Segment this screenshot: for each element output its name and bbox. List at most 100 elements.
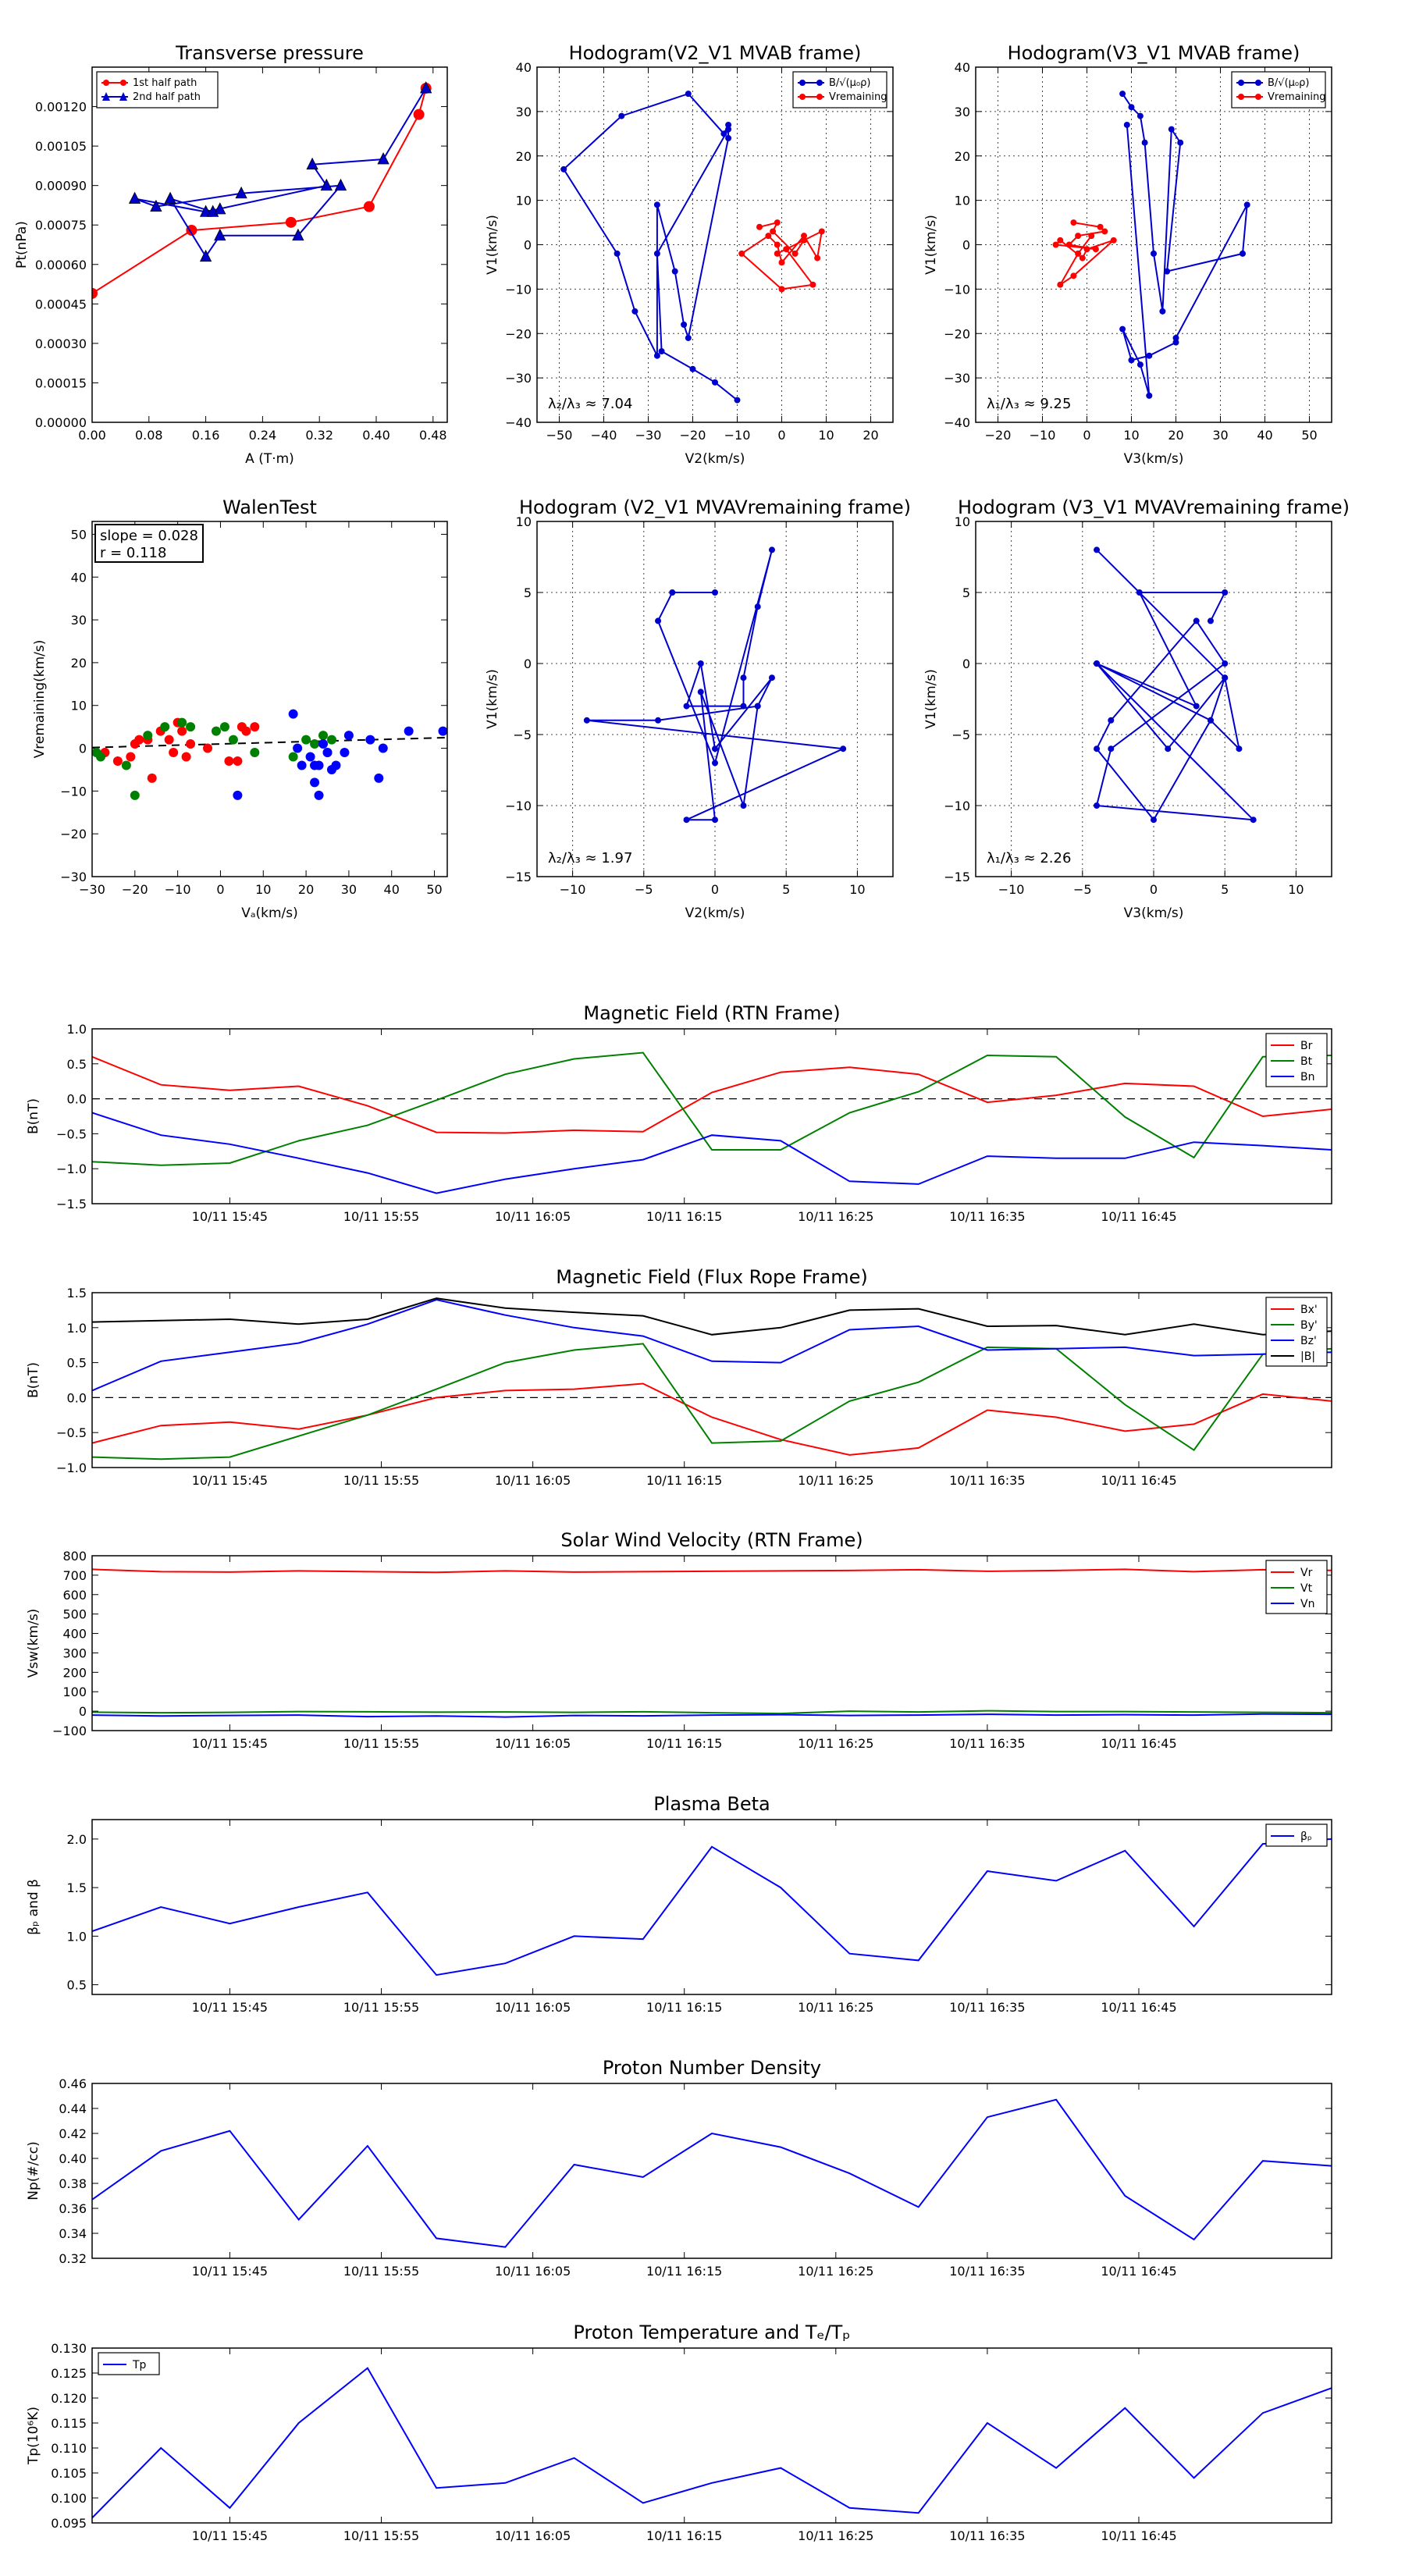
- bfield-xtick-label: 10/11 16:45: [1101, 1209, 1176, 1224]
- h2-point: [1075, 233, 1082, 240]
- h3-point: [683, 817, 690, 824]
- bfield-legend-label: Bn: [1300, 1071, 1314, 1083]
- h4-point: [1094, 546, 1101, 553]
- vsw-panel: −100 0 100 200 300 400 500 600 700 800 10/11 15:45…: [26, 1529, 1332, 1751]
- pt-point: [334, 178, 347, 191]
- pt-plot-frame: [91, 66, 448, 423]
- pt-legend-marker: [102, 92, 110, 101]
- bfield-ytick-label: −1.5: [56, 1197, 87, 1212]
- walen-panel: −30 −20 −10 0 10 20 30 40 50 −30 −20 −10 0 10 20 30 40 50…: [32, 496, 448, 921]
- h3-point: [712, 817, 718, 824]
- h2-point: [1083, 246, 1090, 253]
- h2-ytick-label: −20: [944, 326, 970, 341]
- bfield-ytick-label: −0.5: [56, 1126, 87, 1141]
- walen-point: [147, 773, 157, 783]
- bfield-xtick-label: 10/11 16:05: [495, 1209, 571, 1224]
- h4-ytick-label: 5: [962, 585, 970, 600]
- walen-point: [293, 743, 303, 753]
- pt-point: [92, 287, 98, 299]
- tp-plot-frame: [91, 2347, 1332, 2524]
- beta-xtick-label: 10/11 16:35: [949, 2000, 1025, 2015]
- walen-point: [404, 726, 414, 736]
- bfield-xtick-label: 10/11 16:25: [798, 1209, 873, 1224]
- walen-point: [233, 756, 243, 766]
- h2-point: [1070, 219, 1077, 226]
- h2-panel: −20 −10 0 10 20 30 40 50 −40 −30 −20 −10 0 10 20 30 40 Ho…: [923, 42, 1332, 467]
- h2-xtick-label: −20: [985, 428, 1012, 443]
- vsw-xtick-label: 10/11 16:45: [1101, 1736, 1176, 1751]
- h1-point: [801, 233, 807, 240]
- walen-point: [340, 748, 350, 758]
- bfield-panel: −1.5 −1.0 −0.5 0.0 0.5 1.0 10/11 15:45 10/11 15…: [26, 1002, 1332, 1224]
- pt-point: [214, 228, 226, 241]
- h4-ytick-label: 10: [955, 514, 970, 529]
- beta-ytick-label: 0.5: [67, 1978, 87, 1993]
- np-ytick-label: 0.32: [59, 2251, 87, 2266]
- h1-title: Hodogram(V2_V1 MVAB frame): [569, 42, 862, 64]
- vsw-xtick-label: 10/11 15:55: [343, 1736, 419, 1751]
- h3-point: [768, 674, 775, 681]
- walen-xtick-label: −30: [79, 882, 105, 897]
- tp-ylabel: Tp(10⁶K): [26, 2407, 41, 2465]
- h4-point: [1108, 745, 1115, 753]
- pt-ylabel: Pt(nPa): [14, 221, 30, 269]
- tp-legend-label: Tp: [132, 2359, 147, 2371]
- h2-ytick-label: 40: [955, 60, 970, 75]
- h3-point: [697, 660, 704, 667]
- h4-ytick-label: 0: [962, 656, 970, 671]
- vsw-xtick-label: 10/11 16:25: [798, 1736, 873, 1751]
- np-xtick-label: 10/11 15:55: [343, 2264, 419, 2279]
- h2-point: [1128, 357, 1135, 364]
- h4-xtick-label: −5: [1073, 882, 1092, 897]
- bfield-data-layer: [92, 1051, 1332, 1194]
- pt-point: [235, 186, 247, 199]
- h2-point: [1136, 361, 1144, 368]
- walen-point: [224, 756, 234, 766]
- h2-legend-marker: [1255, 80, 1261, 86]
- h1-point: [725, 126, 732, 133]
- h2-point: [1164, 268, 1171, 275]
- h4-point: [1193, 703, 1200, 710]
- h1-legend-label: B/√(μ₀ρ): [829, 77, 870, 89]
- h1-point: [814, 254, 821, 262]
- walen-ytick-label: −30: [60, 870, 87, 884]
- h3-point: [655, 617, 662, 624]
- tp-xtick-label: 10/11 16:25: [798, 2528, 873, 2543]
- walen-xtick-label: −10: [165, 882, 191, 897]
- vsw-data-layer: [92, 1568, 1332, 1718]
- h1-point: [681, 321, 688, 328]
- h2-point: [1123, 121, 1130, 128]
- walen-point: [301, 735, 311, 745]
- h4-plot-frame: [975, 521, 1332, 877]
- pt-ytick-label: 0.00015: [35, 375, 87, 390]
- h2-point: [1243, 201, 1250, 208]
- h2-ytick-label: 10: [955, 194, 970, 208]
- bflux-ylabel: B(nT): [26, 1362, 41, 1398]
- bfield-series-line: [92, 1055, 1332, 1134]
- h4-annotation: λ₁/λ₃ ≈ 2.26: [987, 850, 1071, 866]
- h2-point: [1141, 139, 1148, 146]
- h1-point: [653, 352, 660, 359]
- h4-point: [1250, 817, 1257, 824]
- vsw-xtick-label: 10/11 15:45: [192, 1736, 268, 1751]
- h2-point: [1119, 326, 1126, 333]
- walen-point: [438, 726, 447, 736]
- h2-point: [1240, 250, 1246, 257]
- pt-xtick-label: 0.08: [135, 428, 163, 443]
- walen-point: [177, 717, 187, 728]
- pt-ytick-label: 0.00075: [35, 218, 87, 233]
- h3-point: [583, 717, 590, 724]
- h2-point: [1079, 254, 1086, 262]
- h3-point: [754, 703, 761, 710]
- beta-series-line: [92, 1838, 1332, 1976]
- walen-point: [305, 752, 315, 762]
- h3-xlabel: V2(km/s): [685, 906, 745, 921]
- h3-point: [712, 589, 718, 596]
- walen-xtick-label: 30: [341, 882, 357, 897]
- tp-panel: 0.095 0.100 0.105 0.110 0.115 0.120 0.125 0.130…: [26, 2322, 1332, 2543]
- h1-point: [770, 228, 777, 235]
- h3-plot-frame: [536, 521, 894, 877]
- walen-ytick-label: 10: [71, 699, 87, 713]
- h1-panel: −50 −40 −30 −20 −10 0 10 20 −40 −30 −20 −10 0 10 20 30 4…: [485, 42, 894, 467]
